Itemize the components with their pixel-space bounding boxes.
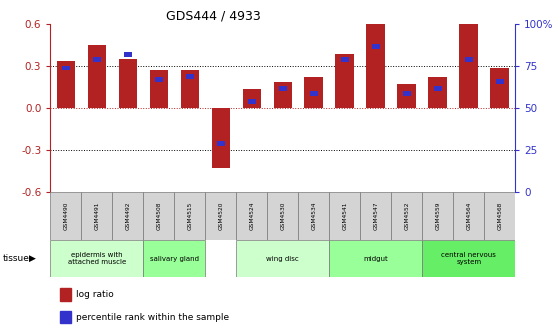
Bar bbox=[57, 61, 75, 108]
Bar bbox=[248, 99, 256, 104]
Text: tissue: tissue bbox=[3, 254, 30, 263]
Bar bbox=[124, 52, 132, 57]
Text: wing disc: wing disc bbox=[267, 256, 299, 262]
Bar bbox=[143, 192, 174, 240]
Bar bbox=[310, 91, 318, 96]
Bar bbox=[60, 288, 71, 301]
Bar bbox=[93, 57, 101, 62]
Bar bbox=[491, 68, 509, 108]
Bar bbox=[174, 192, 206, 240]
Text: salivary gland: salivary gland bbox=[150, 256, 199, 262]
Text: percentile rank within the sample: percentile rank within the sample bbox=[76, 313, 229, 322]
Bar bbox=[81, 192, 113, 240]
Text: ▶: ▶ bbox=[29, 254, 36, 263]
Text: GSM4524: GSM4524 bbox=[249, 202, 254, 230]
Bar bbox=[212, 108, 230, 168]
Bar bbox=[62, 66, 70, 71]
Bar bbox=[50, 240, 143, 277]
Bar bbox=[453, 192, 484, 240]
Bar bbox=[465, 57, 473, 62]
Bar bbox=[150, 70, 168, 108]
Text: GSM4541: GSM4541 bbox=[342, 202, 347, 230]
Bar bbox=[459, 24, 478, 108]
Text: GSM4547: GSM4547 bbox=[374, 202, 378, 230]
Text: GSM4559: GSM4559 bbox=[435, 202, 440, 230]
Bar bbox=[87, 45, 106, 108]
Text: GSM4568: GSM4568 bbox=[497, 202, 502, 230]
Bar bbox=[242, 89, 261, 108]
Bar bbox=[143, 240, 206, 277]
Bar bbox=[366, 24, 385, 108]
Title: GDS444 / 4933: GDS444 / 4933 bbox=[166, 9, 260, 23]
Text: GSM4515: GSM4515 bbox=[188, 202, 192, 230]
Text: GSM4520: GSM4520 bbox=[218, 202, 223, 230]
Bar bbox=[60, 311, 71, 324]
Text: GSM4552: GSM4552 bbox=[404, 202, 409, 230]
Text: GSM4530: GSM4530 bbox=[281, 202, 285, 230]
Bar bbox=[119, 58, 137, 108]
Bar bbox=[422, 240, 515, 277]
Bar bbox=[236, 240, 329, 277]
Text: GSM4490: GSM4490 bbox=[63, 202, 68, 230]
Text: central nervous
system: central nervous system bbox=[441, 252, 496, 265]
Text: GSM4534: GSM4534 bbox=[311, 202, 316, 230]
Bar bbox=[391, 192, 422, 240]
Bar bbox=[360, 192, 391, 240]
Bar bbox=[155, 77, 163, 82]
Bar bbox=[341, 57, 349, 62]
Text: GSM4564: GSM4564 bbox=[466, 202, 471, 230]
Text: GSM4508: GSM4508 bbox=[156, 202, 161, 230]
Bar bbox=[50, 192, 81, 240]
Bar bbox=[113, 192, 143, 240]
Bar bbox=[273, 82, 292, 108]
Text: epidermis with
attached muscle: epidermis with attached muscle bbox=[68, 252, 126, 265]
Bar bbox=[267, 192, 298, 240]
Bar bbox=[217, 141, 225, 146]
Text: GSM4491: GSM4491 bbox=[95, 202, 99, 230]
Bar bbox=[428, 77, 447, 108]
Bar bbox=[496, 79, 503, 84]
Bar bbox=[236, 192, 267, 240]
Bar bbox=[180, 70, 199, 108]
Bar bbox=[305, 77, 323, 108]
Bar bbox=[335, 54, 354, 108]
Bar bbox=[434, 86, 442, 91]
Bar bbox=[422, 192, 453, 240]
Bar bbox=[329, 240, 422, 277]
Bar bbox=[298, 192, 329, 240]
Bar bbox=[186, 74, 194, 79]
Bar bbox=[372, 44, 380, 49]
Bar bbox=[206, 192, 236, 240]
Bar bbox=[484, 192, 515, 240]
Text: log ratio: log ratio bbox=[76, 290, 114, 299]
Bar bbox=[329, 192, 360, 240]
Text: midgut: midgut bbox=[363, 256, 388, 262]
Text: GSM4492: GSM4492 bbox=[125, 202, 130, 230]
Bar bbox=[398, 84, 416, 108]
Bar bbox=[403, 91, 410, 96]
Bar bbox=[279, 86, 287, 91]
